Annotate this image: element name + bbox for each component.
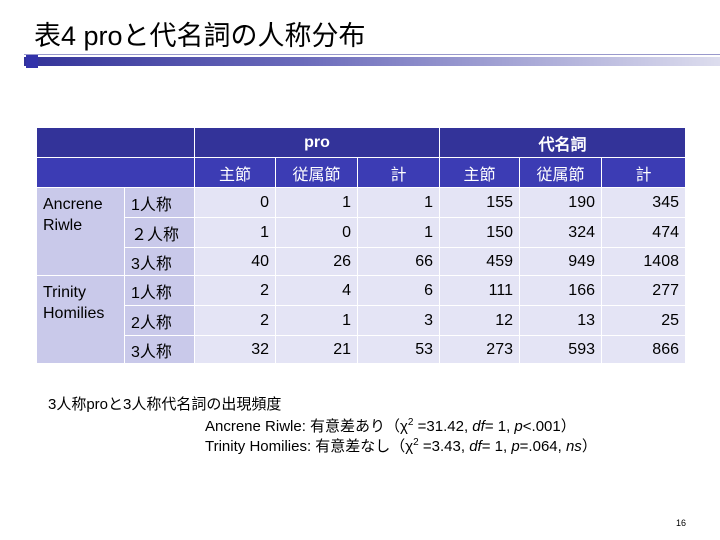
value-cell: 6 bbox=[358, 276, 440, 306]
value-cell: 155 bbox=[440, 188, 520, 218]
column-header: 計 bbox=[358, 158, 440, 188]
note-text: =31.42, bbox=[413, 418, 473, 435]
note: Trinity Homilies: 有意差なし（χ2 =3.43, df= 1,… bbox=[205, 435, 597, 456]
value-cell: 150 bbox=[440, 218, 520, 248]
value-cell: 25 bbox=[602, 306, 686, 336]
value-cell: 0 bbox=[276, 218, 358, 248]
note-italic: df bbox=[469, 438, 482, 455]
title-bar bbox=[24, 57, 720, 66]
note-italic: ns bbox=[565, 438, 582, 455]
note-italic: p bbox=[511, 438, 520, 455]
value-cell: 273 bbox=[440, 336, 520, 364]
value-cell: 866 bbox=[602, 336, 686, 364]
value-cell: 66 bbox=[358, 248, 440, 276]
value-cell: 2 bbox=[195, 276, 276, 306]
slide-title: 表4 proと代名詞の人称分布 bbox=[34, 21, 366, 51]
title-rule bbox=[24, 54, 720, 55]
note-sup: 2 bbox=[413, 437, 419, 448]
note-text: =.064, bbox=[519, 438, 566, 455]
value-cell: 2 bbox=[195, 306, 276, 336]
header-blank bbox=[37, 158, 195, 188]
value-cell: 949 bbox=[520, 248, 602, 276]
value-cell: 13 bbox=[520, 306, 602, 336]
value-cell: 12 bbox=[440, 306, 520, 336]
value-cell: 53 bbox=[358, 336, 440, 364]
row-label: 2人称 bbox=[125, 306, 195, 336]
note: Ancrene Riwle: 有意差あり（χ2 =31.42, df= 1, p… bbox=[205, 415, 576, 436]
header-blank bbox=[37, 128, 195, 158]
column-header: 従属節 bbox=[276, 158, 358, 188]
note-text: <.001） bbox=[522, 418, 576, 435]
note-text: Trinity Homilies: 有意差なし（χ bbox=[205, 438, 414, 455]
value-cell: 1 bbox=[276, 306, 358, 336]
page-number: 16 bbox=[676, 518, 687, 528]
value-cell: 277 bbox=[602, 276, 686, 306]
value-cell: 111 bbox=[440, 276, 520, 306]
column-header: 従属節 bbox=[520, 158, 602, 188]
note: 3人称proと3人称代名詞の出現頻度 bbox=[48, 396, 282, 413]
note-text: = 1, bbox=[481, 438, 512, 455]
note-sup: 2 bbox=[407, 417, 414, 428]
column-header: 主節 bbox=[195, 158, 276, 188]
value-cell: 593 bbox=[520, 336, 602, 364]
value-cell: 166 bbox=[520, 276, 602, 306]
group-header: 代名詞 bbox=[440, 128, 686, 158]
note-text: Ancrene Riwle: 有意差あり（χ bbox=[205, 418, 408, 435]
group-label: Trinity Homilies bbox=[37, 276, 125, 364]
value-cell: 1 bbox=[358, 218, 440, 248]
note-text: =3.43, bbox=[418, 438, 470, 455]
group-header: pro bbox=[195, 128, 440, 158]
group-label: Ancrene Riwle bbox=[37, 188, 125, 276]
note-text: = 1, bbox=[484, 418, 515, 435]
note-text: ） bbox=[581, 438, 597, 455]
value-cell: 1 bbox=[276, 188, 358, 218]
value-cell: 474 bbox=[602, 218, 686, 248]
row-label: 1人称 bbox=[125, 188, 195, 218]
row-label: ２人称 bbox=[125, 218, 195, 248]
value-cell: 32 bbox=[195, 336, 276, 364]
value-cell: 459 bbox=[440, 248, 520, 276]
value-cell: 3 bbox=[358, 306, 440, 336]
value-cell: 1 bbox=[358, 188, 440, 218]
row-label: 3人称 bbox=[125, 336, 195, 364]
value-cell: 324 bbox=[520, 218, 602, 248]
value-cell: 190 bbox=[520, 188, 602, 218]
column-header: 計 bbox=[602, 158, 686, 188]
value-cell: 26 bbox=[276, 248, 358, 276]
value-cell: 1408 bbox=[602, 248, 686, 276]
title-square bbox=[26, 55, 38, 68]
value-cell: 0 bbox=[195, 188, 276, 218]
note-italic: p bbox=[514, 418, 523, 435]
note-italic: df bbox=[472, 418, 485, 435]
row-label: 1人称 bbox=[125, 276, 195, 306]
value-cell: 40 bbox=[195, 248, 276, 276]
value-cell: 1 bbox=[195, 218, 276, 248]
row-label: 3人称 bbox=[125, 248, 195, 276]
value-cell: 4 bbox=[276, 276, 358, 306]
value-cell: 345 bbox=[602, 188, 686, 218]
column-header: 主節 bbox=[440, 158, 520, 188]
value-cell: 21 bbox=[276, 336, 358, 364]
